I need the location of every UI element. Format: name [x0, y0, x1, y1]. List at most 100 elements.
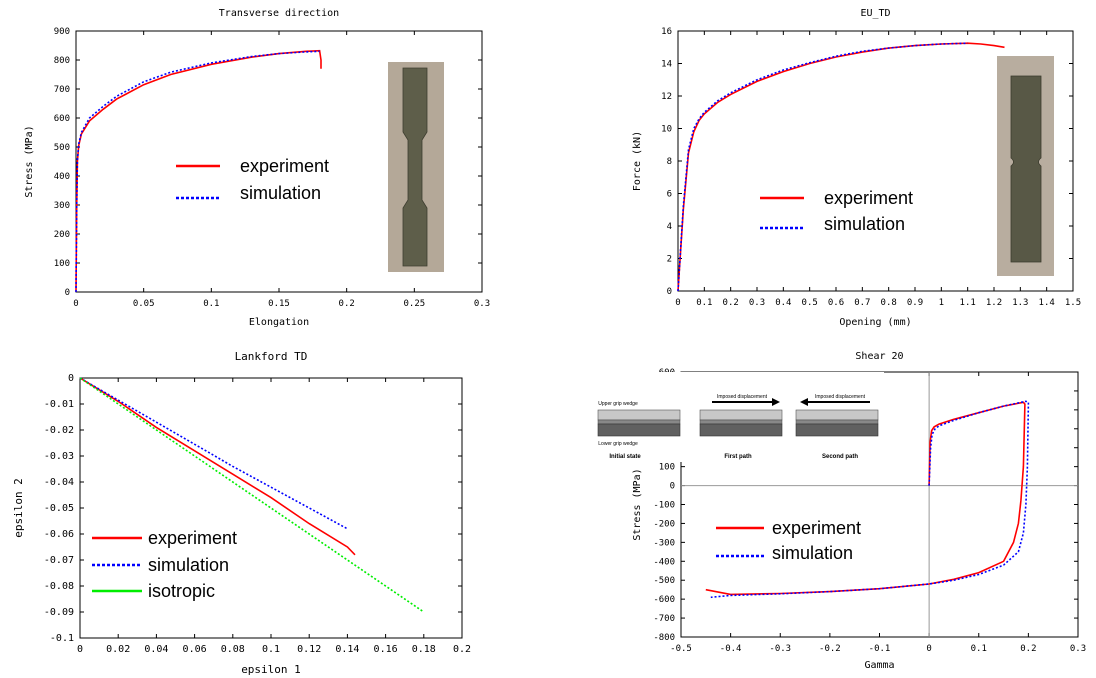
- y-tick-label: 16: [661, 27, 672, 37]
- y-tick-label: 8: [667, 157, 672, 167]
- lower-wedge: [795, 423, 879, 437]
- diagram-caption: First path: [724, 454, 752, 460]
- x-tick-label: 1: [939, 298, 944, 308]
- y-tick-label: 4: [667, 222, 672, 232]
- x-tick-label: 0: [675, 298, 680, 308]
- y-tick-label: 0: [65, 288, 70, 298]
- y-tick-label: 900: [54, 27, 70, 37]
- upper-wedge: [795, 409, 879, 421]
- x-tick-label: 0.1: [203, 299, 219, 309]
- x-tick-label: 0.15: [268, 299, 290, 309]
- legend-label-simulation: simulation: [824, 214, 905, 234]
- dogbone-specimen-shape: [402, 67, 428, 267]
- y-axis-label: Stress (MPa): [632, 468, 643, 540]
- lower-wedge: [597, 423, 681, 437]
- diagram-panel-second-path: [795, 409, 879, 437]
- y-tick-label: 300: [54, 201, 70, 211]
- y-tick-label: -100: [653, 501, 675, 511]
- diagram-label-lower: Lower grip wedge: [598, 441, 638, 447]
- upper-wedge: [699, 409, 783, 421]
- notched-specimen-shape: [1010, 75, 1042, 263]
- diagram-panel-initial: [597, 409, 681, 437]
- legend: experiment simulation isotropic: [92, 528, 237, 601]
- legend-label-simulation: simulation: [240, 183, 321, 203]
- x-tick-label: 0: [77, 644, 83, 655]
- x-tick-label: 0.2: [1020, 644, 1036, 654]
- legend-label-simulation: simulation: [148, 555, 229, 575]
- y-tick-label: -0.08: [44, 581, 74, 592]
- x-tick-label: 0.7: [854, 298, 870, 308]
- x-tick-label: 0.8: [881, 298, 897, 308]
- y-tick-label: 0: [670, 482, 675, 492]
- y-tick-label: 0: [68, 373, 74, 384]
- series-line-simulation: [710, 400, 1030, 599]
- chart-title: Shear 20: [855, 351, 903, 362]
- y-tick-label: 2: [667, 255, 672, 265]
- y-tick-label: 600: [54, 114, 70, 124]
- x-tick-label: 0: [926, 644, 931, 654]
- x-tick-label: 1.4: [1039, 298, 1055, 308]
- series-line-simulation: [677, 42, 968, 292]
- x-tick-label: 1.1: [960, 298, 976, 308]
- y-tick-label: 10: [661, 125, 672, 135]
- x-tick-label: 0.3: [474, 299, 490, 309]
- x-axis-label: Elongation: [249, 317, 309, 328]
- x-tick-label: 1.3: [1012, 298, 1028, 308]
- y-tick-label: 200: [54, 230, 70, 240]
- y-tick-label: -0.01: [44, 399, 74, 410]
- x-tick-label: 0.9: [907, 298, 923, 308]
- specimen-photo-notched: [997, 56, 1054, 276]
- y-tick-label: -200: [653, 519, 675, 529]
- y-tick-label: 100: [54, 259, 70, 269]
- x-tick-label: 0.3: [749, 298, 765, 308]
- x-tick-label: 0.05: [133, 299, 155, 309]
- y-tick-label: 12: [661, 92, 672, 102]
- legend-label-experiment: experiment: [772, 518, 861, 538]
- diagram-caption: Initial state: [609, 454, 641, 460]
- legend: experiment simulation: [760, 188, 913, 234]
- x-tick-label: 0.18: [412, 644, 436, 655]
- x-tick-label: 0.2: [723, 298, 739, 308]
- x-tick-label: 1.2: [986, 298, 1002, 308]
- y-tick-label: -0.09: [44, 607, 74, 618]
- y-axis-label: Force (kN): [632, 131, 643, 191]
- y-tick-label: 14: [661, 60, 672, 70]
- y-tick-label: -0.1: [50, 633, 74, 644]
- legend: experiment simulation: [176, 156, 329, 203]
- legend-label-experiment: experiment: [824, 188, 913, 208]
- legend: experiment simulation: [716, 518, 861, 563]
- y-tick-label: -700: [653, 614, 675, 624]
- arrow-head-right: [772, 398, 780, 406]
- sheet-specimen: [597, 419, 681, 425]
- x-tick-label: 0.2: [453, 644, 471, 655]
- chart-title: Lankford TD: [235, 350, 308, 363]
- diagram-label-displacement: Imposed displacement: [815, 394, 866, 400]
- x-tick-label: 0.04: [144, 644, 168, 655]
- chart-2: EU_TD 0 0.1 0.2 0.3 0.4 0.5 0.6 0.7 0.8 0.9 1 1.1 1.2…: [632, 8, 1081, 328]
- diagram-label-displacement: Imposed displacement: [717, 394, 768, 400]
- x-tick-label: 0.02: [106, 644, 130, 655]
- diagram-label-upper: Upper grip wedge: [598, 401, 638, 407]
- y-tick-label: -0.03: [44, 451, 74, 462]
- series-line-experiment: [79, 377, 356, 556]
- lower-wedge: [699, 423, 783, 437]
- chart-3: Lankford TD 0 0.02 0.04 0.06 0.08 0.1 0.12 0.14 0…: [12, 350, 471, 676]
- y-tick-label: -400: [653, 557, 675, 567]
- y-tick-label: -500: [653, 576, 675, 586]
- chart-1: Transverse direction 0 0.05 0.1 0.15 0.2 0.25 0…: [24, 8, 490, 328]
- shear-test-diagram: Upper grip wedge Lower grip wedge Imposed …: [584, 372, 884, 462]
- x-tick-label: 0.12: [297, 644, 321, 655]
- series-line-isotropic: [79, 377, 425, 613]
- y-tick-label: -0.06: [44, 529, 74, 540]
- y-tick-label: -0.07: [44, 555, 74, 566]
- y-tick-label: -0.02: [44, 425, 74, 436]
- x-tick-label: -0.3: [769, 644, 791, 654]
- y-tick-label: 6: [667, 190, 672, 200]
- y-tick-label: 400: [54, 172, 70, 182]
- x-axis-label: epsilon 1: [241, 663, 301, 676]
- y-axis-label: epsilon 2: [12, 478, 25, 538]
- chart-title: EU_TD: [860, 8, 890, 19]
- x-tick-label: -0.5: [670, 644, 692, 654]
- upper-wedge: [597, 409, 681, 421]
